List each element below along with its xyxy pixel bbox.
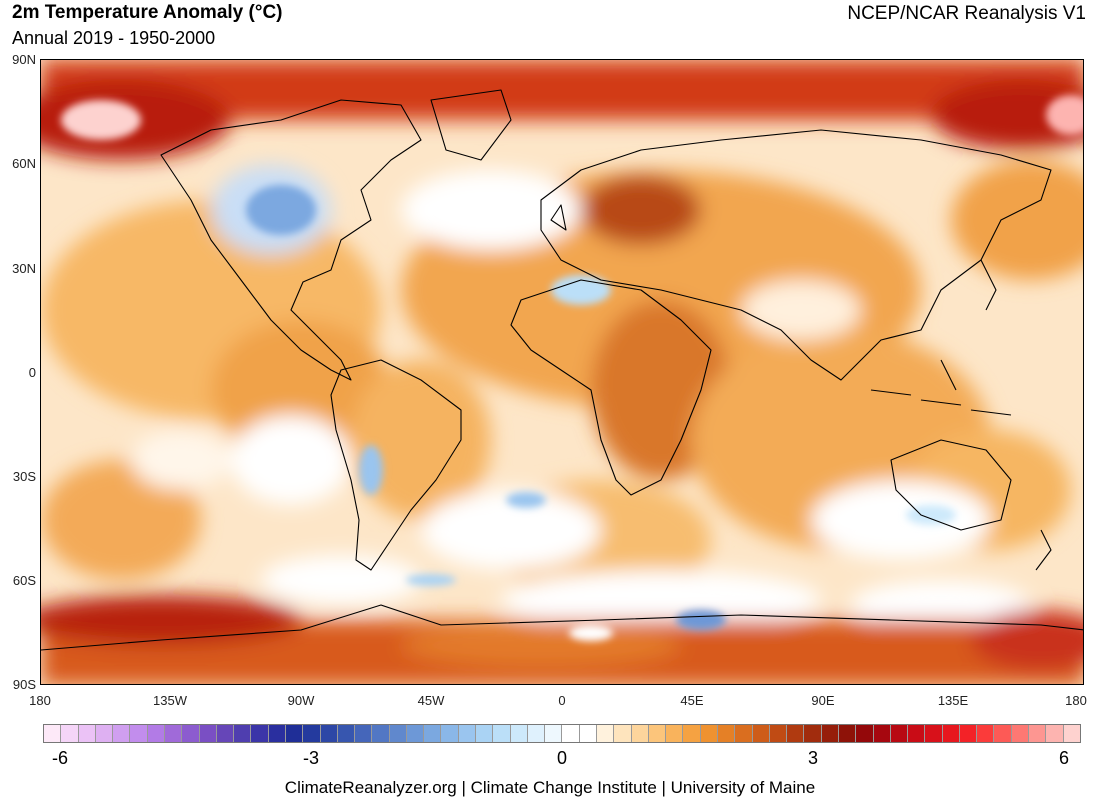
legend-color-swatch xyxy=(804,725,822,742)
legend-color-swatch xyxy=(873,725,891,742)
legend-color-swatch xyxy=(545,725,563,742)
legend-color-swatch xyxy=(285,725,304,742)
legend-color-swatch xyxy=(597,725,615,742)
legend-color-swatch xyxy=(838,725,857,742)
lat-label-30s: 30S xyxy=(12,469,36,484)
legend-color-swatch xyxy=(787,725,805,742)
footer-credit: ClimateReanalyzer.org | Climate Change I… xyxy=(284,778,816,797)
legend-color-swatch xyxy=(908,725,926,742)
legend-color-swatch xyxy=(890,725,909,742)
data-source: NCEP/NCAR Reanalysis V1 xyxy=(847,3,1086,24)
legend-color-swatch xyxy=(147,725,165,742)
legend-color-swatch xyxy=(856,725,874,742)
legend-color-swatch xyxy=(113,725,131,742)
legend-color-swatch xyxy=(735,725,753,742)
legend-color-swatch xyxy=(476,725,494,742)
legend-color-swatch xyxy=(648,725,667,742)
legend-color-swatch xyxy=(925,725,943,742)
anomaly-map xyxy=(40,59,1084,685)
lon-label-180e: 180 xyxy=(1065,693,1087,708)
anomaly-map-graphic xyxy=(41,60,1083,684)
legend-tick-3: 3 xyxy=(807,748,819,768)
legend-color-swatch xyxy=(61,725,79,742)
legend-color-swatch xyxy=(182,725,200,742)
legend-color-swatch xyxy=(631,725,649,742)
legend-color-swatch xyxy=(510,725,528,742)
legend-color-swatch xyxy=(493,725,511,742)
legend-tick-0: 0 xyxy=(556,748,568,768)
legend-color-swatch xyxy=(130,725,148,742)
legend-color-swatch xyxy=(268,725,286,742)
legend-color-swatch xyxy=(44,725,62,742)
legend-color-swatch xyxy=(666,725,684,742)
lon-label-180w: 180 xyxy=(29,693,51,708)
coastlines xyxy=(41,89,1083,651)
legend-tick-6: 6 xyxy=(1058,748,1070,768)
legend-color-swatch xyxy=(441,725,459,742)
legend-color-swatch xyxy=(717,725,736,742)
legend-color-swatch xyxy=(251,725,269,742)
legend-color-swatch xyxy=(95,725,114,742)
lon-label-90e: 90E xyxy=(811,693,835,708)
legend-color-swatch xyxy=(683,725,701,742)
legend-color-swatch xyxy=(1063,725,1080,742)
legend-color-swatch xyxy=(562,725,580,742)
lat-label-30n: 30N xyxy=(12,261,36,276)
legend-color-swatch xyxy=(1011,725,1030,742)
lon-label-90w: 90W xyxy=(287,693,315,708)
lon-label-45e: 45E xyxy=(680,693,704,708)
legend-color-swatch xyxy=(389,725,407,742)
legend-color-swatch xyxy=(355,725,373,742)
legend-color-swatch xyxy=(752,725,770,742)
legend-color-swatch xyxy=(1046,725,1064,742)
legend-color-swatch xyxy=(700,725,718,742)
legend-color-swatch xyxy=(164,725,183,742)
lon-label-135w: 135W xyxy=(153,693,187,708)
lat-label-60n: 60N xyxy=(12,156,36,171)
legend-color-swatch xyxy=(406,725,425,742)
lat-label-90n: 90N xyxy=(12,52,36,67)
legend-color-swatch xyxy=(424,725,442,742)
legend-color-swatch xyxy=(372,725,390,742)
legend-color-swatch xyxy=(78,725,96,742)
legend-color-swatch xyxy=(614,725,632,742)
legend-color-swatch xyxy=(579,725,597,742)
legend-color-swatch xyxy=(769,725,788,742)
legend-color-swatch xyxy=(994,725,1012,742)
legend-color-swatch xyxy=(821,725,839,742)
map-subtitle: Annual 2019 - 1950-2000 xyxy=(12,28,216,48)
legend-color-swatch xyxy=(458,725,477,742)
legend-color-swatch xyxy=(977,725,995,742)
legend-color-swatch xyxy=(320,725,338,742)
legend-tick-minus3: -3 xyxy=(302,748,320,768)
legend-color-swatch xyxy=(199,725,217,742)
legend-color-swatch xyxy=(959,725,978,742)
legend-tick-minus6: -6 xyxy=(51,748,69,768)
lon-label-45w: 45W xyxy=(417,693,445,708)
lon-label-135e: 135E xyxy=(937,693,969,708)
legend-color-swatch xyxy=(527,725,546,742)
legend-color-swatch xyxy=(216,725,235,742)
lon-label-0: 0 xyxy=(558,693,566,708)
legend-color-swatch xyxy=(337,725,356,742)
lat-label-90s: 90S xyxy=(12,677,36,692)
map-title: 2m Temperature Anomaly (°C) xyxy=(12,2,283,23)
legend-color-swatch xyxy=(942,725,960,742)
legend-color-swatch xyxy=(234,725,252,742)
lat-label-0: 0 xyxy=(28,365,36,380)
legend-color-swatch xyxy=(1029,725,1047,742)
lat-label-60s: 60S xyxy=(12,573,36,588)
legend-color-swatch xyxy=(303,725,321,742)
color-scale-legend xyxy=(43,724,1081,743)
